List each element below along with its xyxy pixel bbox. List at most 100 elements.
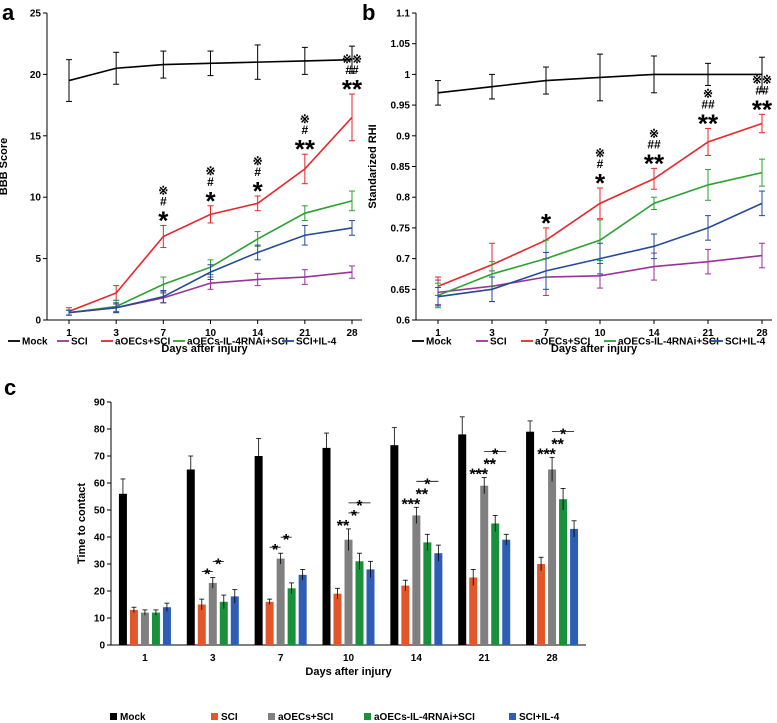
- bar: [491, 523, 500, 645]
- bar: [276, 558, 285, 645]
- y-tick-label: 0.65: [391, 285, 411, 296]
- y-tick-label: 5: [35, 254, 41, 265]
- x-tick-label: 14: [252, 328, 264, 339]
- y-axis-label: Time to contact: [76, 483, 88, 564]
- legend-label: SCI+IL-4: [725, 337, 766, 348]
- significance-mark: #: [597, 157, 604, 171]
- significance-mark: *: [272, 542, 279, 559]
- legend-swatch: [364, 713, 371, 720]
- bar: [197, 604, 206, 645]
- significance-mark: **: [342, 74, 363, 104]
- significance-mark: *: [356, 498, 363, 515]
- significance-mark: ##: [701, 97, 715, 111]
- x-axis-label: Days after injury: [551, 343, 638, 355]
- bar: [151, 612, 160, 645]
- bar: [118, 493, 127, 645]
- significance-mark: **: [295, 134, 316, 164]
- x-tick-label: 7: [543, 328, 549, 339]
- y-tick-label: 10: [94, 614, 106, 625]
- y-tick-label: 25: [30, 9, 42, 20]
- x-tick-label: 3: [489, 328, 495, 339]
- y-tick-label: 60: [94, 479, 106, 490]
- significance-mark: ※: [703, 86, 713, 100]
- y-tick-label: 0.95: [391, 101, 411, 112]
- legend-label: SCI: [221, 712, 238, 723]
- legend-label: SCI+IL-4: [519, 712, 560, 723]
- chart-a-bbb-score: 0 5 10 15 20 25 1 3 7 10 14 21 28 Days after injury BB…: [0, 9, 363, 356]
- bar: [559, 499, 568, 645]
- legend-label: aOECs-IL-4RNAi+SCI: [187, 337, 288, 348]
- legend-label: aOECs-IL-4RNAi+SCI: [374, 712, 475, 723]
- bar: [401, 585, 410, 645]
- significance-mark: *: [205, 186, 216, 216]
- significance-mark: **: [551, 436, 564, 453]
- y-tick-label: 0.85: [391, 162, 411, 173]
- y-tick-label: 1.1: [396, 9, 410, 20]
- x-tick-label: 14: [648, 328, 660, 339]
- significance-mark: ##: [345, 63, 359, 77]
- x-axis-label: Days after injury: [161, 343, 248, 355]
- y-tick-label: 10: [30, 193, 42, 204]
- y-tick-label: 1.05: [391, 39, 411, 50]
- x-tick-label: 14: [411, 653, 423, 664]
- bar: [333, 593, 342, 645]
- y-tick-label: 50: [94, 506, 106, 517]
- x-tick-label: 21: [479, 653, 491, 664]
- significance-mark: #: [254, 165, 261, 179]
- legend-label: aOECs+SCI: [115, 337, 171, 348]
- y-axis-label: BBB Score: [0, 138, 10, 195]
- significance-mark: *: [595, 168, 606, 198]
- bar: [423, 542, 432, 645]
- significance-mark: ※: [595, 146, 605, 160]
- bar: [458, 434, 467, 645]
- y-tick-label: 30: [94, 560, 106, 571]
- significance-mark: #: [160, 194, 167, 208]
- significance-mark: *: [560, 426, 567, 443]
- bar: [355, 561, 364, 645]
- y-tick-label: 70: [94, 452, 106, 463]
- panel-label-c: c: [4, 375, 16, 400]
- x-tick-label: 10: [205, 328, 217, 339]
- bar: [140, 612, 149, 645]
- significance-mark: ※: [253, 154, 263, 168]
- legend-swatch: [509, 713, 516, 720]
- bar: [186, 469, 195, 645]
- bar: [537, 564, 546, 645]
- significance-mark: #: [301, 123, 308, 137]
- y-tick-label: 0.75: [391, 223, 411, 234]
- significance-mark: ※: [205, 164, 215, 178]
- y-tick-label: 20: [94, 587, 106, 598]
- significance-mark: *: [215, 557, 222, 574]
- x-tick-label: 28: [756, 328, 768, 339]
- bar: [469, 577, 478, 645]
- significance-mark: *: [283, 532, 290, 549]
- significance-mark: **: [698, 108, 719, 138]
- chart-c-time-to-contact: 0 10 20 30 40 50 60 70 80 90 1 3 7 10 14 21 28 Days after…: [76, 398, 586, 723]
- significance-mark: ##: [647, 137, 661, 151]
- legend-label: aOECs+SCI: [278, 712, 334, 723]
- x-tick-label: 7: [278, 653, 284, 664]
- significance-mark: ***: [537, 446, 556, 463]
- significance-mark: *: [351, 508, 358, 525]
- significance-mark: *: [492, 447, 499, 464]
- panel-label-b: b: [362, 0, 375, 25]
- y-tick-label: 0.7: [396, 254, 410, 265]
- bar: [570, 528, 579, 645]
- bar: [322, 447, 331, 645]
- significance-mark: ※: [649, 126, 659, 140]
- legend-swatch: [110, 713, 117, 720]
- bar: [230, 596, 239, 645]
- y-tick-label: 15: [30, 131, 42, 142]
- significance-mark: **: [337, 518, 350, 535]
- y-tick-label: 40: [94, 533, 106, 544]
- significance-mark: *: [204, 567, 211, 584]
- bar: [412, 515, 421, 645]
- bar: [502, 539, 511, 645]
- y-tick-label: 0: [35, 316, 41, 327]
- x-axis-label: Days after injury: [305, 666, 392, 678]
- significance-mark: *: [158, 205, 169, 235]
- x-tick-label: 28: [346, 328, 358, 339]
- significance-mark: **: [416, 486, 429, 503]
- y-tick-label: 80: [94, 425, 106, 436]
